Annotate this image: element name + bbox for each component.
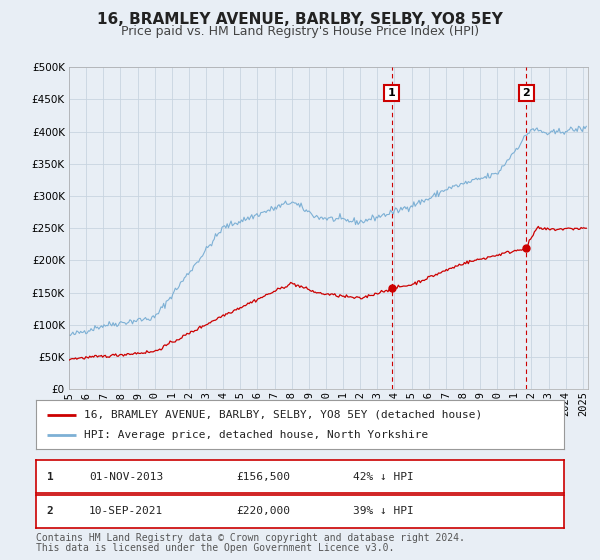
Text: 2: 2 [523,88,530,98]
Text: 1: 1 [47,472,53,482]
Text: 1: 1 [388,88,395,98]
Text: Price paid vs. HM Land Registry's House Price Index (HPI): Price paid vs. HM Land Registry's House … [121,25,479,38]
Text: 42% ↓ HPI: 42% ↓ HPI [353,472,413,482]
Text: 39% ↓ HPI: 39% ↓ HPI [353,506,413,516]
Text: £156,500: £156,500 [236,472,290,482]
Text: 16, BRAMLEY AVENUE, BARLBY, SELBY, YO8 5EY (detached house): 16, BRAMLEY AVENUE, BARLBY, SELBY, YO8 5… [83,409,482,419]
Text: 01-NOV-2013: 01-NOV-2013 [89,472,163,482]
Text: 10-SEP-2021: 10-SEP-2021 [89,506,163,516]
Text: This data is licensed under the Open Government Licence v3.0.: This data is licensed under the Open Gov… [36,543,394,553]
Text: Contains HM Land Registry data © Crown copyright and database right 2024.: Contains HM Land Registry data © Crown c… [36,533,465,543]
Text: £220,000: £220,000 [236,506,290,516]
Text: 16, BRAMLEY AVENUE, BARLBY, SELBY, YO8 5EY: 16, BRAMLEY AVENUE, BARLBY, SELBY, YO8 5… [97,12,503,27]
Text: 2: 2 [47,506,53,516]
Text: HPI: Average price, detached house, North Yorkshire: HPI: Average price, detached house, Nort… [83,430,428,440]
